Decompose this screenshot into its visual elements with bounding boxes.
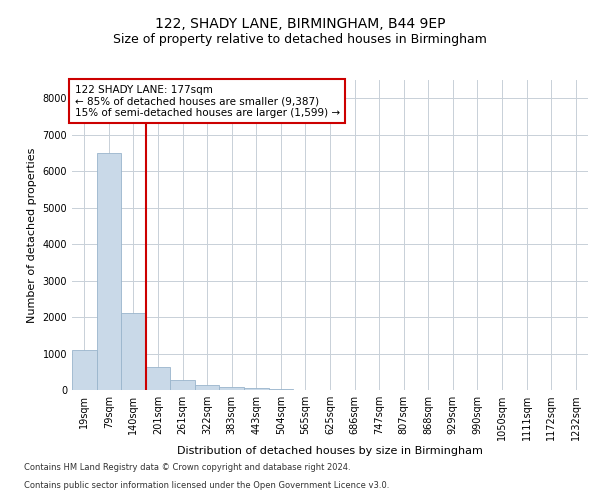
X-axis label: Distribution of detached houses by size in Birmingham: Distribution of detached houses by size …: [177, 446, 483, 456]
Bar: [146, 368, 170, 390]
Text: Size of property relative to detached houses in Birmingham: Size of property relative to detached ho…: [113, 32, 487, 46]
Text: 122 SHADY LANE: 177sqm
← 85% of detached houses are smaller (9,387)
15% of semi-: 122 SHADY LANE: 177sqm ← 85% of detached…: [74, 84, 340, 118]
Bar: [121, 314, 146, 390]
Bar: [244, 388, 269, 390]
Bar: [97, 153, 121, 390]
Y-axis label: Number of detached properties: Number of detached properties: [27, 148, 37, 322]
Text: Contains public sector information licensed under the Open Government Licence v3: Contains public sector information licen…: [24, 481, 389, 490]
Text: 122, SHADY LANE, BIRMINGHAM, B44 9EP: 122, SHADY LANE, BIRMINGHAM, B44 9EP: [155, 18, 445, 32]
Bar: [170, 380, 195, 390]
Bar: [220, 388, 244, 390]
Bar: [195, 386, 220, 390]
Bar: [72, 350, 97, 390]
Text: Contains HM Land Registry data © Crown copyright and database right 2024.: Contains HM Land Registry data © Crown c…: [24, 464, 350, 472]
